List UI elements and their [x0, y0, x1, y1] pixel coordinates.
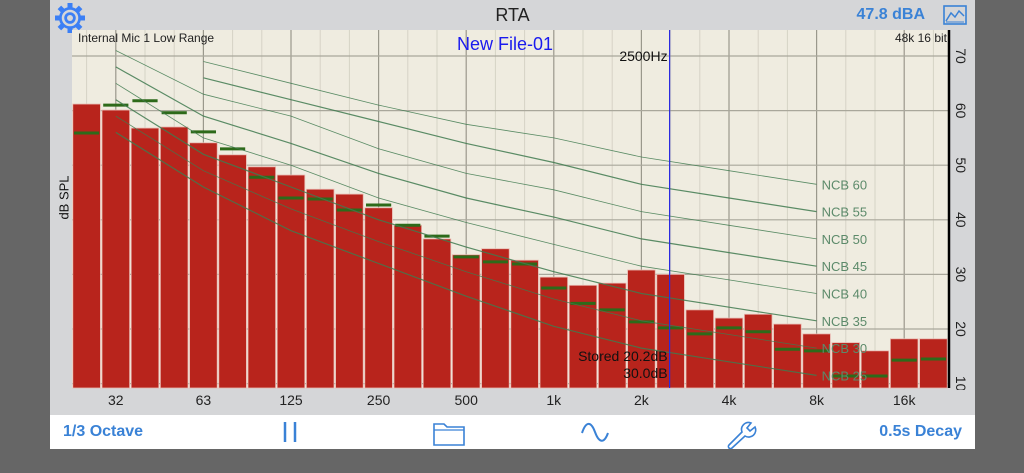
- ncb-curve-label: NCB 25: [822, 368, 868, 383]
- y-tick-label: 40: [953, 212, 969, 228]
- resolution-button[interactable]: 1/3 Octave: [63, 423, 144, 440]
- ncb-curve-label: NCB 40: [822, 287, 868, 302]
- spectrum-bar: [276, 174, 306, 389]
- gear-tooth: [67, 3, 73, 9]
- gear-tooth: [74, 5, 83, 14]
- stored-readout: Stored 20.2dB: [578, 348, 668, 364]
- spectrum-bar: [218, 154, 247, 389]
- spectrum-bar: [364, 207, 393, 389]
- x-tick-label: 32: [108, 392, 124, 408]
- spectrum-bar: [72, 103, 101, 389]
- spectrum-bar: [422, 238, 452, 389]
- gear-tooth: [57, 5, 66, 14]
- y-tick-label: 20: [953, 321, 969, 337]
- rta-plot[interactable]: NCB 60 NCB 55 NCB 50 NCB 45 NCB 40 NCB 35 NCB …: [72, 30, 972, 390]
- spectrum-bar: [101, 109, 131, 389]
- ncb-curve-label: NCB 60: [822, 177, 868, 192]
- spectrum-bar: [130, 127, 160, 389]
- x-tick-label: 2k: [633, 392, 649, 408]
- spectrum-bar: [656, 273, 685, 389]
- gear-icon[interactable]: [53, 1, 87, 35]
- ncb-curve-label: NCB 45: [822, 259, 868, 274]
- folder-icon[interactable]: [432, 419, 466, 447]
- spectrum-bar: [714, 317, 744, 389]
- x-tick-label: 4k: [721, 392, 737, 408]
- x-tick-label: 250: [366, 392, 391, 408]
- y-tick-label: 10: [953, 376, 969, 390]
- spectrum-bar: [451, 254, 481, 389]
- spectrum-bar: [802, 333, 831, 389]
- ncb-curve-label: NCB 55: [822, 205, 868, 220]
- y-tick-label: 50: [953, 157, 969, 173]
- ncb-curve: [115, 131, 817, 376]
- spectrum-bar: [189, 142, 218, 389]
- ncb-curve: [115, 82, 817, 294]
- ncb-curve-label: NCB 30: [822, 341, 868, 356]
- ncb-curve-label: NCB 35: [822, 314, 868, 329]
- y-axis-label: dB SPL: [56, 175, 72, 220]
- dba-readout[interactable]: 47.8 dBA: [856, 6, 925, 23]
- input-label: Internal Mic 1 Low Range: [78, 31, 214, 45]
- image-icon[interactable]: [943, 5, 967, 25]
- spectrum-bar: [305, 188, 335, 389]
- x-tick-label: 63: [195, 392, 212, 408]
- ncb-curve: [203, 77, 817, 213]
- spectrum-bar: [919, 338, 948, 389]
- ncb-curve: [115, 66, 817, 267]
- cursor-readout: 30.0dB: [623, 365, 667, 381]
- spectrum-bar: [160, 126, 189, 389]
- gear-tooth: [67, 27, 73, 33]
- y-tick-label: 30: [953, 267, 969, 283]
- app-title: RTA: [495, 5, 530, 25]
- gear-tooth: [55, 15, 61, 21]
- gear-tooth: [57, 22, 66, 31]
- sine-wave-icon[interactable]: [580, 419, 610, 445]
- bottom-toolbar: 1/3 Octave 0.5s Decay: [50, 415, 975, 449]
- spectrum-bar: [247, 166, 277, 389]
- spectrum-bar: [481, 248, 510, 389]
- spectrum-bar: [539, 276, 569, 389]
- wrench-icon[interactable]: [725, 419, 757, 449]
- spectrum-bar: [831, 342, 861, 389]
- x-tick-label: 16k: [892, 392, 916, 408]
- spectrum-bar: [568, 284, 598, 389]
- x-tick-label: 125: [279, 392, 303, 408]
- spectrum-bar: [890, 338, 919, 389]
- x-tick-label: 8k: [809, 392, 824, 408]
- x-tick-label: 1k: [546, 392, 562, 408]
- decay-button[interactable]: 0.5s Decay: [879, 423, 962, 440]
- y-tick-label: 70: [953, 48, 969, 64]
- ncb-curve: [115, 115, 817, 349]
- x-tick-label: 500: [454, 392, 478, 408]
- pause-icon[interactable]: [282, 419, 298, 445]
- gear-tooth: [79, 15, 85, 21]
- spectrum-bar: [744, 313, 773, 389]
- cursor-frequency-label: 2500Hz: [619, 48, 667, 64]
- ncb-curve: [203, 61, 817, 185]
- gear-tooth: [74, 22, 83, 31]
- file-name: New File-01: [457, 34, 553, 54]
- spectrum-bar: [773, 323, 802, 389]
- spectrum-bar: [860, 350, 890, 389]
- rta-app: RTA 47.8 dBA dB SPL NCB 60 NCB 55 NCB 50 NC…: [50, 0, 975, 449]
- spectrum-bar: [598, 282, 627, 389]
- spectrum-bar: [335, 193, 364, 389]
- format-label: 48k 16 bit: [895, 31, 948, 45]
- ncb-curve: [115, 99, 817, 322]
- spectrum-bar: [627, 269, 656, 389]
- spectrum-bar: [510, 259, 539, 389]
- spectrum-bar: [685, 309, 715, 389]
- ncb-curve-label: NCB 50: [822, 232, 868, 247]
- ncb-curve: [115, 50, 817, 240]
- y-tick-label: 60: [953, 103, 969, 119]
- spectrum-bar: [393, 224, 423, 389]
